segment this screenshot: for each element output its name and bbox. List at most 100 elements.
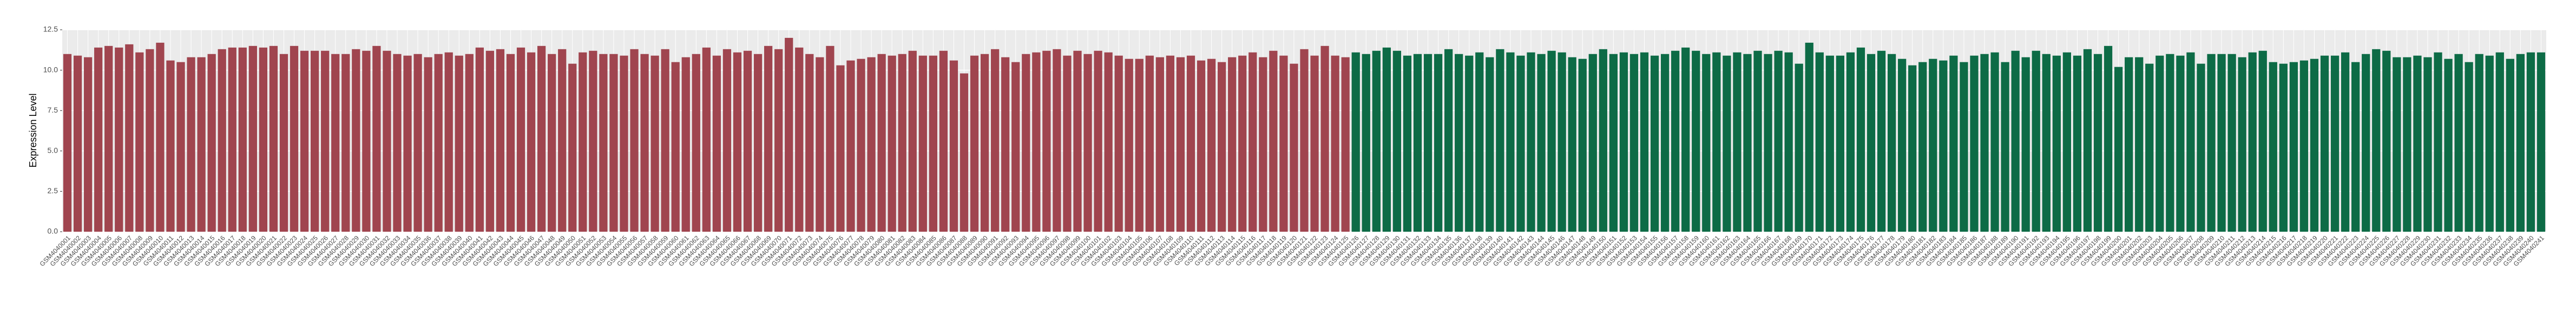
bar	[1001, 57, 1010, 232]
bar	[1867, 54, 1876, 232]
bar	[867, 57, 876, 232]
bar	[1331, 55, 1339, 232]
bar	[1083, 54, 1092, 232]
bar	[743, 50, 752, 232]
bar	[1846, 52, 1855, 232]
bar	[558, 49, 567, 232]
bar	[2186, 52, 2195, 232]
bar	[908, 50, 917, 232]
bar	[362, 50, 371, 232]
bar	[1578, 58, 1587, 232]
bar	[2495, 52, 2504, 232]
bar	[156, 42, 165, 232]
bar	[1629, 54, 1639, 232]
bar	[1042, 50, 1051, 232]
bar	[2393, 57, 2401, 232]
bar	[455, 55, 463, 232]
bar	[434, 54, 443, 232]
bar	[125, 44, 134, 232]
bar	[2114, 67, 2123, 232]
bar	[146, 49, 154, 232]
y-tick-label: 12.5	[43, 25, 58, 34]
bar	[2135, 57, 2144, 232]
bar	[1908, 65, 1917, 232]
bar	[269, 45, 278, 232]
bar	[1795, 63, 1803, 232]
bar	[2073, 55, 2082, 232]
bar	[176, 62, 185, 232]
bar	[1228, 57, 1237, 232]
bar	[816, 57, 824, 232]
bar	[2506, 58, 2514, 232]
bar	[1053, 49, 1061, 232]
bar	[1259, 57, 1267, 232]
bar	[1125, 58, 1133, 232]
bar	[2001, 62, 2009, 232]
bar	[63, 54, 72, 232]
bar	[1341, 57, 1350, 232]
bar	[465, 54, 474, 232]
bar	[1805, 42, 1813, 232]
bar	[1527, 52, 1535, 232]
bar	[166, 60, 175, 232]
bar	[877, 54, 886, 232]
bar	[599, 54, 608, 232]
bar	[898, 54, 906, 232]
y-axis-title: Expression Level	[28, 93, 38, 167]
bar	[2011, 50, 2020, 232]
bar	[238, 47, 247, 232]
bar	[1238, 55, 1247, 232]
bar	[1506, 52, 1515, 232]
bar	[1320, 45, 1329, 232]
bar	[2320, 55, 2329, 232]
bar	[980, 54, 989, 232]
bar	[1753, 50, 1762, 232]
bar	[2536, 52, 2546, 232]
bar	[1403, 55, 1412, 232]
bar	[1960, 62, 1968, 232]
bar	[331, 54, 340, 232]
bar	[1692, 50, 1700, 232]
bar	[2258, 50, 2267, 232]
bar	[104, 45, 113, 232]
bar	[1279, 55, 1288, 232]
bar	[1929, 58, 1937, 232]
bar	[1022, 54, 1030, 232]
bar	[1681, 47, 1690, 232]
bar	[888, 55, 896, 232]
bar	[290, 45, 299, 232]
bar	[2382, 50, 2391, 232]
bar	[1444, 49, 1453, 232]
bar	[2248, 52, 2257, 232]
bar	[1723, 55, 1731, 232]
bar	[2279, 63, 2288, 232]
bar	[2032, 50, 2040, 232]
bar	[785, 37, 793, 232]
bar	[2372, 49, 2381, 232]
bar	[960, 73, 969, 232]
bar	[1764, 54, 1772, 232]
bar	[1176, 57, 1185, 232]
bar	[1434, 54, 1443, 232]
bar	[1939, 60, 1948, 232]
bar	[1599, 49, 1607, 232]
bar	[579, 52, 587, 232]
bar	[970, 55, 979, 232]
y-tick-label: 5.0	[48, 146, 58, 155]
bar	[2125, 57, 2133, 232]
bar	[1825, 55, 1834, 232]
bar	[2526, 52, 2535, 232]
bar	[527, 52, 536, 232]
bar	[753, 54, 763, 232]
bar	[228, 47, 236, 232]
bar	[1980, 54, 1989, 232]
bar	[1063, 55, 1072, 232]
bar	[918, 55, 927, 232]
bar	[516, 47, 525, 232]
bar	[187, 57, 195, 232]
bar	[1423, 54, 1432, 232]
bar	[135, 52, 144, 232]
bar	[218, 49, 226, 232]
bar	[1990, 52, 1999, 232]
